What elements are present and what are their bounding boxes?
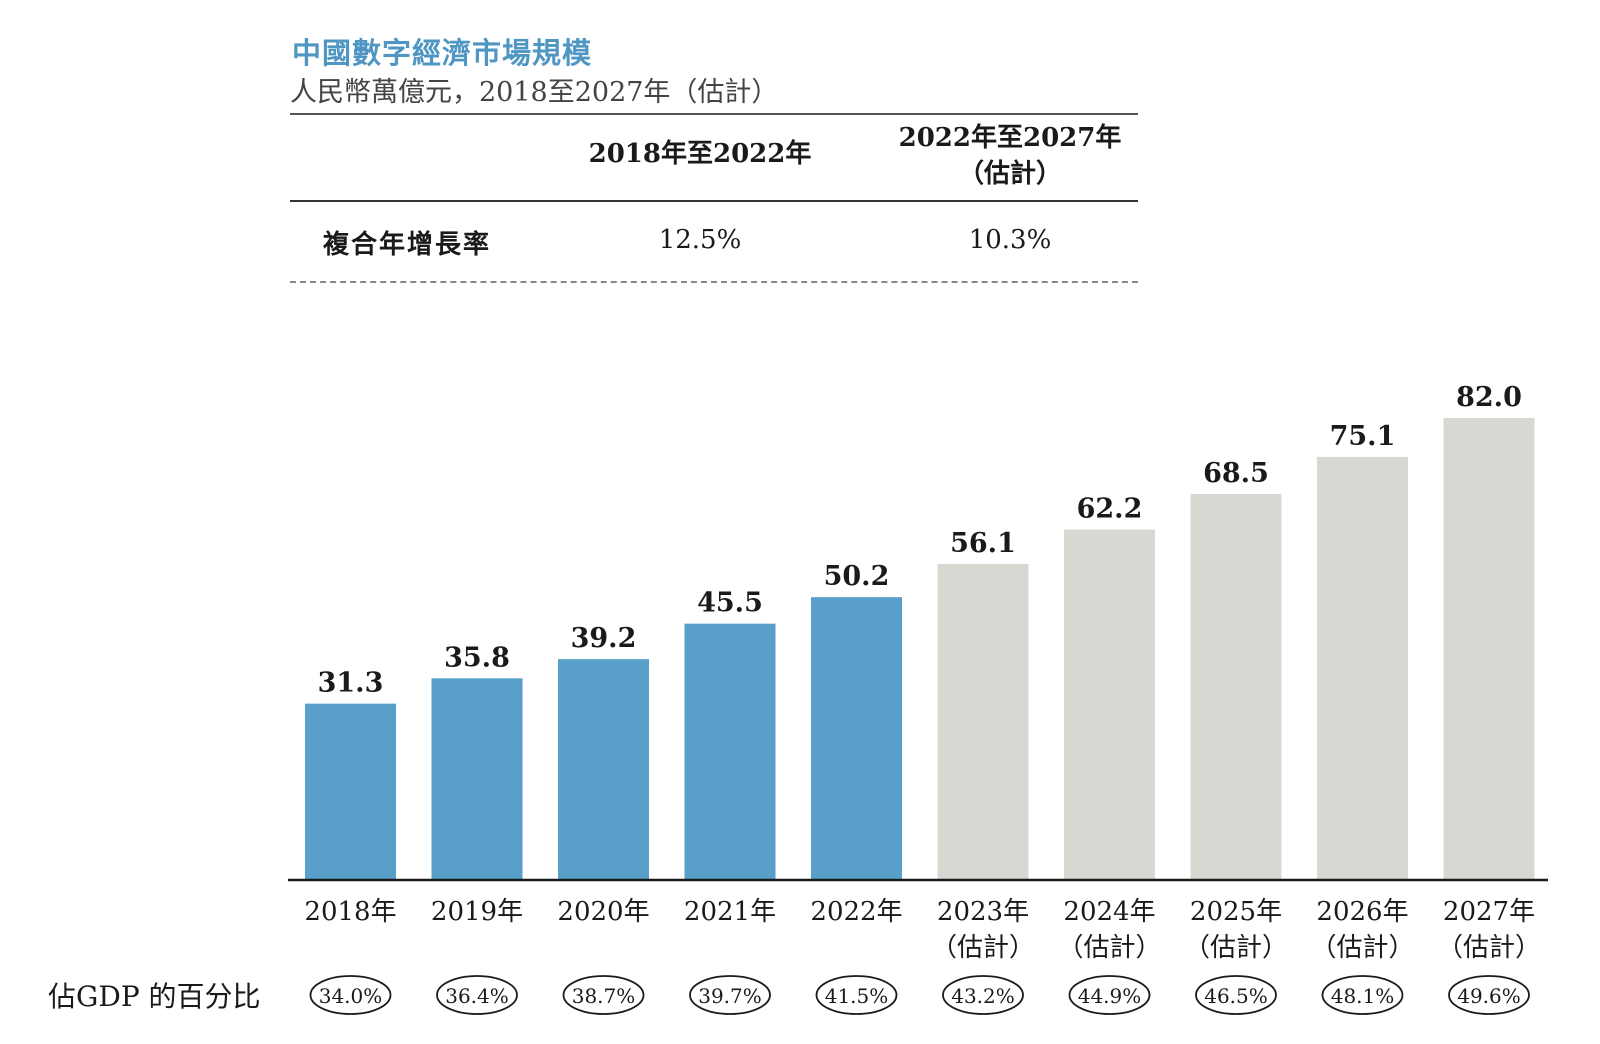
gdp-share-oval [815, 975, 898, 1015]
bar-value-label: 68.5 [1203, 458, 1269, 489]
gdp-share-oval [1448, 975, 1530, 1015]
chart-title: 中國數字經濟市場規模 [292, 36, 593, 70]
bar-value-label: 31.3 [318, 668, 384, 699]
bar-value-label: 62.2 [1077, 494, 1143, 525]
x-tick-label: 2020年 [557, 897, 649, 927]
table-header-rule [290, 200, 1138, 202]
bar [305, 703, 396, 880]
bar-value-label: 75.1 [1330, 421, 1396, 452]
x-tick-note: （估計） [1437, 933, 1541, 963]
bar-value-label: 82.0 [1456, 382, 1522, 413]
cagr-col1-header: 2018年至2022年 [588, 139, 812, 169]
gdp-share-value: 39.7% [698, 984, 762, 1008]
bar-value-label: 39.2 [571, 623, 637, 654]
x-tick-label: 2024年 [1063, 897, 1155, 927]
bar-value-label: 35.8 [444, 642, 510, 673]
table-top-rule [290, 113, 1138, 115]
x-tick-label: 2023年 [937, 897, 1029, 927]
gdp-share-value: 41.5% [825, 984, 889, 1008]
gdp-share-oval [309, 975, 392, 1015]
gdp-share-label: 佔GDP 的百分比 [48, 980, 261, 1013]
cagr-col2-header-line1: 2022年至2027年 [898, 123, 1122, 153]
bar [558, 659, 649, 880]
cagr-value-2022-2027: 10.3% [968, 225, 1052, 255]
x-tick-note: （估計） [1184, 933, 1288, 963]
gdp-share-oval [1195, 975, 1277, 1015]
bar-value-label: 50.2 [824, 561, 890, 592]
gdp-share-value: 43.2% [951, 984, 1015, 1008]
bar [1064, 529, 1155, 880]
x-tick-label: 2025年 [1190, 897, 1282, 927]
gdp-share-value: 46.5% [1204, 984, 1268, 1008]
gdp-share-oval [436, 975, 518, 1015]
gdp-share-oval [562, 975, 645, 1015]
x-tick-label: 2019年 [431, 897, 523, 927]
cagr-col2-header-line2: （估計） [957, 159, 1062, 189]
x-tick-label: 2021年 [684, 897, 776, 927]
cagr-col2-header: 2022年至2027年 （估計） [880, 120, 1140, 192]
cagr-row-label: 複合年增長率 [323, 230, 492, 260]
gdp-share-oval [689, 975, 771, 1015]
gdp-share-oval [942, 975, 1024, 1015]
gdp-share-oval [1321, 975, 1404, 1015]
x-tick-note: （估計） [931, 933, 1035, 963]
x-tick-label: 2026年 [1316, 897, 1408, 927]
x-tick-label: 2018年 [304, 897, 396, 927]
bar-value-label: 56.1 [950, 528, 1016, 559]
x-tick-label: 2022年 [810, 897, 902, 927]
x-tick-note: （估計） [1057, 933, 1161, 963]
bar [811, 597, 902, 880]
gdp-share-value: 48.1% [1331, 984, 1395, 1008]
gdp-share-value: 49.6% [1457, 984, 1521, 1008]
bar [937, 563, 1029, 880]
bar [431, 678, 523, 880]
x-tick-note: （估計） [1310, 933, 1414, 963]
gdp-share-oval [1068, 975, 1151, 1015]
gdp-share-value: 44.9% [1078, 984, 1142, 1008]
gdp-share-value: 36.4% [445, 984, 509, 1008]
bar [1317, 456, 1408, 880]
table-bottom-dashed-rule [290, 281, 1138, 283]
bar [1443, 418, 1535, 880]
bar [1190, 494, 1282, 880]
cagr-value-2018-2022: 12.5% [658, 225, 742, 255]
bar-value-label: 45.5 [697, 588, 763, 619]
gdp-share-value: 34.0% [319, 984, 383, 1008]
chart-subtitle: 人民幣萬億元，2018至2027年（估計） [290, 77, 779, 108]
gdp-share-value: 38.7% [572, 984, 636, 1008]
bar [684, 623, 776, 880]
x-tick-label: 2027年 [1443, 897, 1535, 927]
